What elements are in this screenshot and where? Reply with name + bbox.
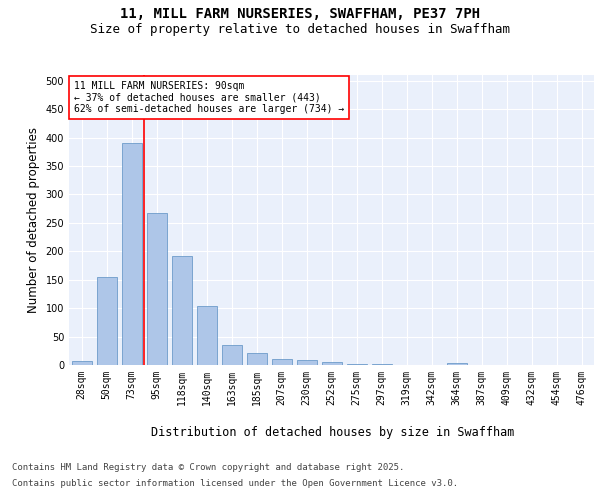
Text: Contains HM Land Registry data © Crown copyright and database right 2025.: Contains HM Land Registry data © Crown c… [12, 464, 404, 472]
Y-axis label: Number of detached properties: Number of detached properties [27, 127, 40, 313]
Text: 11 MILL FARM NURSERIES: 90sqm
← 37% of detached houses are smaller (443)
62% of : 11 MILL FARM NURSERIES: 90sqm ← 37% of d… [74, 81, 344, 114]
Text: Contains public sector information licensed under the Open Government Licence v3: Contains public sector information licen… [12, 478, 458, 488]
Bar [172, 256, 191, 365]
Bar [121, 143, 142, 365]
Bar [197, 306, 217, 365]
Bar [371, 364, 392, 365]
Bar [446, 362, 467, 365]
Text: Distribution of detached houses by size in Swaffham: Distribution of detached houses by size … [151, 426, 515, 439]
Bar [347, 364, 367, 365]
Bar [271, 358, 292, 365]
Bar [146, 213, 167, 365]
Bar [322, 362, 341, 365]
Bar [71, 361, 91, 365]
Bar [97, 277, 116, 365]
Bar [247, 353, 266, 365]
Text: Size of property relative to detached houses in Swaffham: Size of property relative to detached ho… [90, 22, 510, 36]
Bar [296, 360, 317, 365]
Text: 11, MILL FARM NURSERIES, SWAFFHAM, PE37 7PH: 11, MILL FARM NURSERIES, SWAFFHAM, PE37 … [120, 8, 480, 22]
Bar [221, 344, 241, 365]
